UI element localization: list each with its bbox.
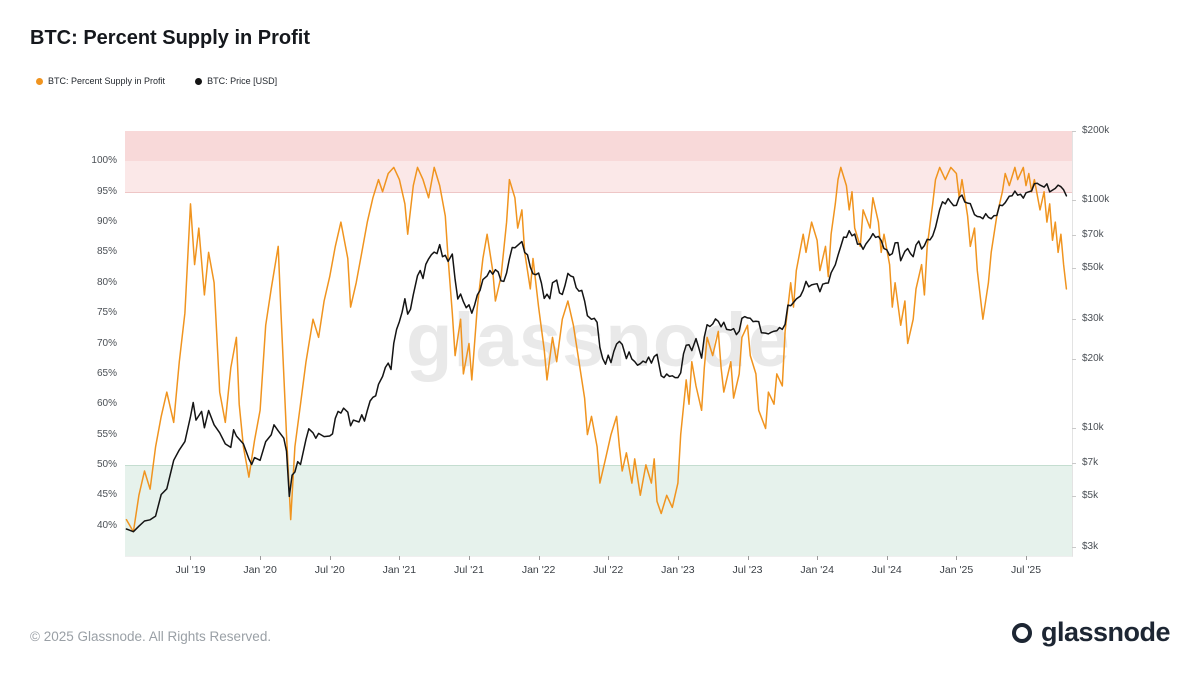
y-left-tick-60: 60% [96, 398, 117, 410]
x-tickmark-Jan25 [956, 556, 958, 560]
x-tick-Jan22: Jan '22 [521, 564, 556, 576]
legend-item-supply-in-profit[interactable]: BTC: Percent Supply in Profit [36, 76, 165, 86]
y-right-tickmark-100000 [1072, 199, 1076, 201]
x-tick-Jul24: Jul '24 [871, 564, 902, 576]
x-tickmark-Jul20 [329, 556, 331, 560]
x-tickmark-Jul24 [886, 556, 888, 560]
x-tickmark-Jul23 [747, 556, 749, 560]
glassnode-logo-icon [1011, 622, 1032, 643]
y-left-tick-45: 45% [96, 489, 117, 501]
x-tickmark-Jul22 [608, 556, 610, 560]
series-line-supply-in-profit [125, 166, 1068, 533]
series-lines [125, 166, 1068, 533]
reference-line-95 [125, 191, 1072, 193]
x-tick-Jan23: Jan '23 [661, 564, 695, 576]
x-tick-Jan25: Jan '25 [939, 564, 974, 576]
y-right-tickmark-30000 [1072, 318, 1076, 320]
y-right-tickmark-7000 [1072, 463, 1076, 465]
y-right-tick-5000: $5k [1082, 490, 1099, 502]
x-tick-Jul25: Jul '25 [1011, 564, 1042, 576]
y-left-tick-40: 40% [96, 519, 117, 531]
y-left-tick-100: 100% [91, 155, 117, 167]
x-tickmark-Jul19 [190, 556, 192, 560]
x-tick-Jan24: Jan '24 [800, 564, 834, 576]
y-right-tick-50000: $50k [1082, 262, 1104, 274]
legend-swatch-orange [36, 77, 43, 85]
x-tickmark-Jan24 [817, 556, 819, 560]
zone-below-50pct [125, 464, 1072, 556]
legend-label-supply-in-profit: BTC: Percent Supply in Profit [48, 76, 166, 86]
glassnode-logo-text: glassnode [1040, 617, 1171, 647]
y-right-tick-7000: $7k [1082, 457, 1099, 469]
zone-above-100pct [125, 131, 1072, 162]
y-right-tickmark-50000 [1072, 268, 1076, 270]
x-tick-Jan20: Jan '20 [243, 564, 277, 576]
y-right-tick-200000: $200k [1082, 125, 1110, 136]
y-right-tick-70000: $70k [1082, 228, 1104, 240]
x-tickmark-Jan20 [260, 556, 262, 560]
y-left-tick-65: 65% [96, 367, 117, 379]
x-tick-Jul19: Jul '19 [175, 564, 206, 576]
y-right-tickmark-10000 [1072, 427, 1076, 429]
y-right-tick-30000: $30k [1082, 312, 1104, 324]
zone-95-to-100pct [125, 161, 1072, 192]
x-tickmark-Jul25 [1026, 556, 1028, 560]
y-right-tick-3000: $3k [1082, 541, 1099, 553]
y-right-tick-10000: $10k [1082, 421, 1104, 433]
y-left-tick-90: 90% [96, 216, 117, 228]
x-tickmark-Jan21 [399, 556, 401, 560]
series-line-price [125, 182, 1068, 533]
legend-label-price: BTC: Price [USD] [207, 76, 278, 86]
y-right-tick-20000: $20k [1082, 353, 1104, 365]
legend-item-price[interactable]: BTC: Price [USD] [195, 76, 277, 86]
y-right-tick-100000: $100k [1082, 193, 1110, 205]
y-left-tick-85: 85% [96, 246, 117, 258]
legend-swatch-black [195, 77, 203, 85]
glassnode-logo[interactable]: glassnode [1011, 617, 1171, 648]
y-left-tick-95: 95% [96, 185, 117, 197]
y-left-tick-80: 80% [96, 276, 117, 288]
page-title: BTC: Percent Supply in Profit [30, 27, 311, 49]
y-right-tickmark-70000 [1072, 234, 1076, 236]
x-tick-Jan21: Jan '21 [382, 564, 417, 576]
x-tickmark-Jul21 [468, 556, 470, 560]
copyright-text: © 2025 Glassnode. All Rights Reserved. [30, 629, 272, 644]
x-tick-Jul21: Jul '21 [453, 564, 484, 576]
x-tick-Jul20: Jul '20 [314, 564, 345, 576]
y-right-tickmark-3000 [1072, 547, 1076, 549]
y-right-tickmark-5000 [1072, 496, 1076, 498]
y-right-tickmark-200000 [1072, 131, 1076, 132]
y-left-tick-70: 70% [96, 337, 117, 349]
x-tickmark-Jan23 [677, 556, 679, 560]
x-tickmark-Jan22 [538, 556, 540, 560]
x-tick-Jul23: Jul '23 [732, 564, 763, 576]
x-tick-Jul22: Jul '22 [593, 564, 624, 576]
y-right-tickmark-20000 [1072, 359, 1076, 361]
y-left-tick-50: 50% [96, 458, 117, 470]
y-left-tick-75: 75% [96, 307, 117, 319]
y-left-tick-55: 55% [96, 428, 117, 440]
plot-area[interactable]: glassnode [125, 131, 1073, 557]
legend: BTC: Percent Supply in Profit BTC: Price… [36, 76, 277, 86]
